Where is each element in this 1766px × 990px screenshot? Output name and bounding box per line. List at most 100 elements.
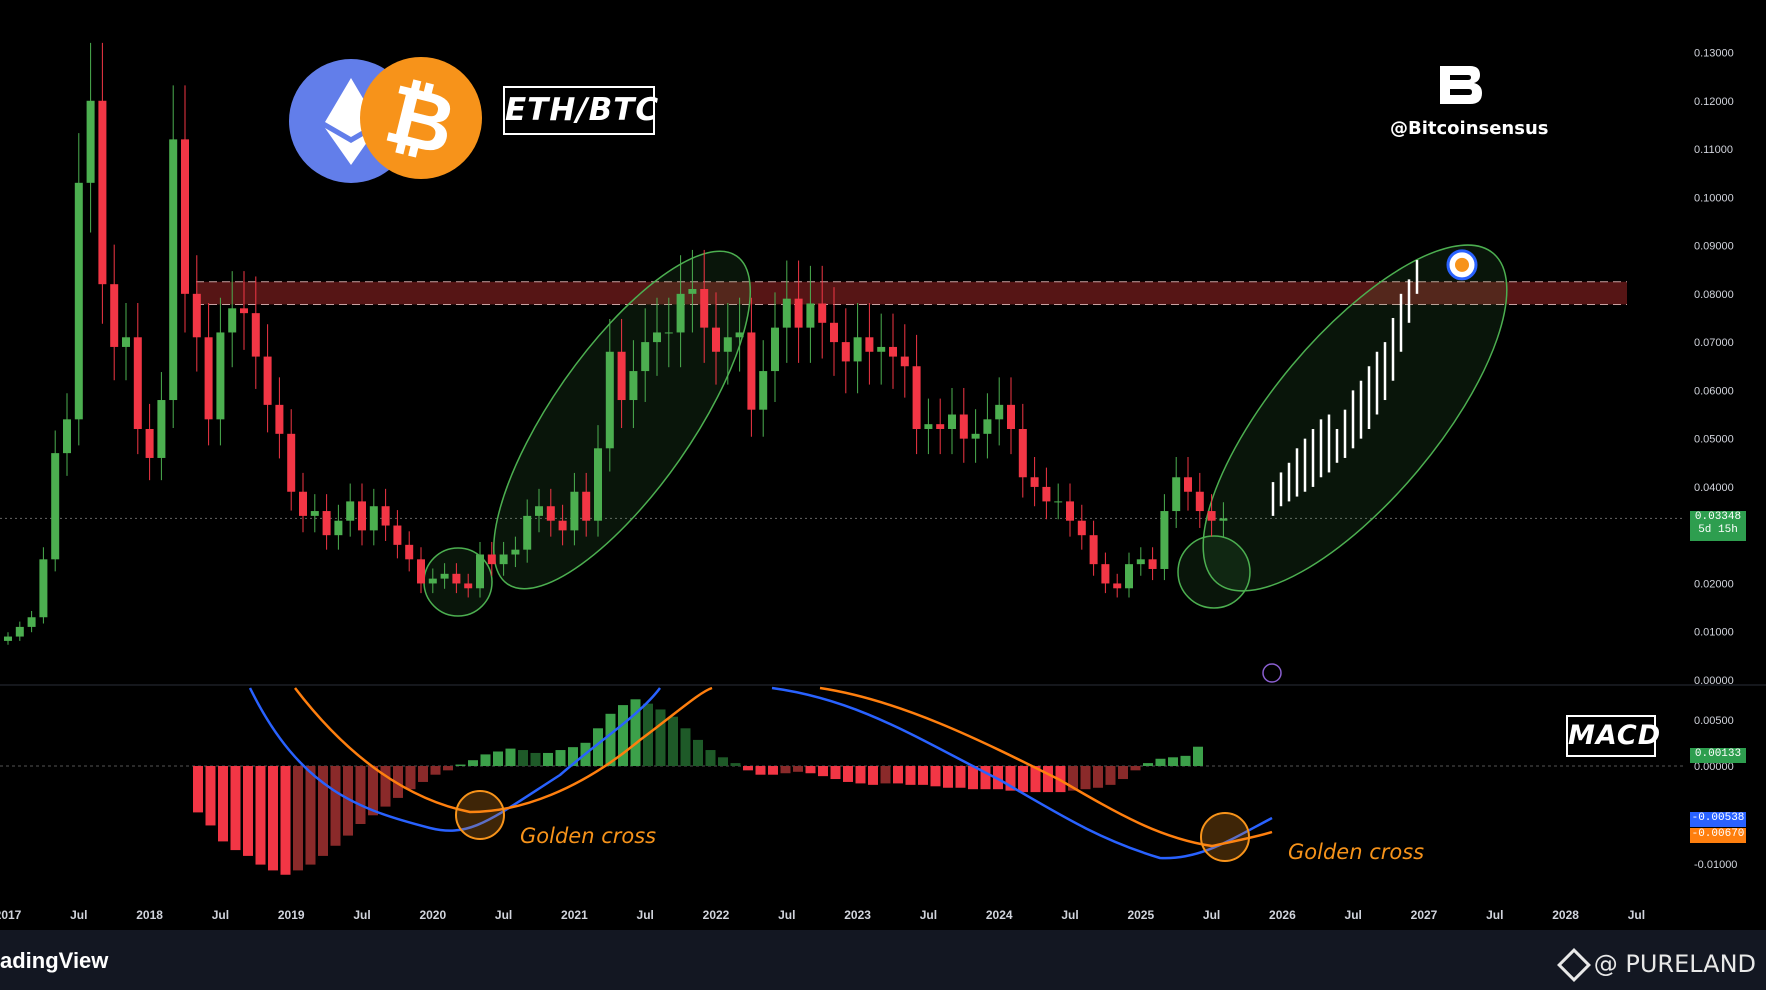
candle-body [145,428,154,458]
candle-body [369,506,378,531]
candle-body [924,424,933,429]
macd-histogram-bar [743,766,753,771]
x-tick-label: 2025 [1127,908,1154,922]
highlight-ellipse [1202,244,1508,592]
macd-histogram-bar [193,766,203,813]
candle-body [1136,559,1145,565]
axes: 0.000000.010000.020000.030000.040000.050… [0,47,1737,922]
macd-histogram-bar [630,699,641,766]
tradingview-logo[interactable]: adingView [0,948,109,973]
macd-histogram-bar [668,716,678,766]
macd-histogram-bar [418,766,428,782]
eth-diamond-icon [325,78,377,165]
macd-histogram-bar [955,766,966,788]
candle-body [15,626,24,637]
golden-cross-label-2: Golden cross [1288,840,1425,864]
x-tick-label: Jul [1203,908,1220,922]
price-chart[interactable]: 0.000000.010000.020000.030000.040000.050… [0,0,1766,930]
x-tick-label: 2019 [278,908,305,922]
macd-histogram-bar [1080,766,1091,790]
macd-histogram-bar [1018,766,1028,793]
candle-body [110,284,119,347]
candle-body [39,559,48,618]
candle-body [1007,404,1015,429]
candle-body [841,342,850,362]
y-tick-label: 0.08000 [1694,289,1734,301]
x-tick-label: Jul [1486,908,1503,922]
candle-body [1101,564,1110,584]
x-tick-label: 2021 [561,908,588,922]
candle-body [641,342,650,372]
target-center [1455,257,1469,272]
macd-histogram-bar [730,763,741,766]
candle-body [452,573,461,584]
candle-body [995,404,1004,420]
candle-body [334,520,343,536]
candle-body [1160,511,1169,569]
pureland-watermark: @ PURELAND [1556,948,1756,982]
macd-histogram-bar [393,766,403,798]
x-tick-label: Jul [778,908,795,922]
candle-body [122,337,130,347]
candle-body [1054,501,1063,503]
resistance-band [196,281,1627,305]
macd-histogram-value: 0.00133 [1690,748,1746,763]
macd-histogram-bar [868,766,878,785]
candle-body [948,414,956,429]
golden-cross-marker [455,790,505,840]
y-tick-label: 0.11000 [1694,144,1733,156]
candle-body [865,337,874,352]
candle-body [853,337,862,362]
candle-body [240,308,248,314]
chart-grid [0,517,1766,767]
x-tick-label: 2027 [1411,908,1438,922]
candle-body [4,636,12,641]
candle-body [747,332,756,410]
candle-body [1219,518,1228,521]
macd-histogram-bar [930,766,941,787]
candle-body [216,332,225,420]
candle-body [169,139,178,401]
macd-histogram-bar [368,766,378,816]
candle-body [900,356,909,367]
macd-histogram-bar [380,766,391,807]
candle-body [1125,564,1133,589]
macd-histogram-bar [430,766,441,775]
candle-body [287,433,296,492]
golden-cross-label-1: Golden cross [520,824,657,848]
x-tick-label: 2017 [0,908,22,922]
macd-histogram-bar [1168,757,1178,766]
macd-histogram-bar [843,766,853,782]
macd-histogram-bar [480,754,491,766]
logos: ₿ [289,57,482,183]
y-tick-label: 0.01000 [1694,627,1734,639]
x-tick-label: Jul [1061,908,1078,922]
x-tick-label: 2024 [986,908,1013,922]
candle-body [1148,559,1157,569]
macd-histogram-bar [980,766,991,790]
candle-body [735,332,744,338]
candle-body [1030,477,1039,487]
macd-histogram-bar [1030,766,1041,793]
macd-histogram-bar [618,705,628,766]
candle-body [523,515,532,550]
macd-histogram-bar [830,766,841,780]
macd-y-tick-label: -0.01000 [1694,859,1737,871]
x-tick-label: 2023 [844,908,871,922]
signal-line [294,686,1273,848]
candle-body [251,313,260,357]
candle-body [912,366,921,429]
macd-histogram-bar [893,766,903,784]
candle-body [1207,511,1216,521]
candle-body [440,573,449,579]
macd-histogram-bar [1093,766,1103,788]
author-handle: @Bitcoinsensus [1390,118,1549,139]
candle-body [192,293,201,338]
candle-body [157,400,166,458]
candles [4,42,1228,645]
bottom-bar [0,930,1766,990]
candle-body [405,544,414,560]
macd-histogram-bar [1193,746,1203,766]
macd-histogram-bar [568,747,578,766]
macd-histogram-bar [443,766,453,771]
